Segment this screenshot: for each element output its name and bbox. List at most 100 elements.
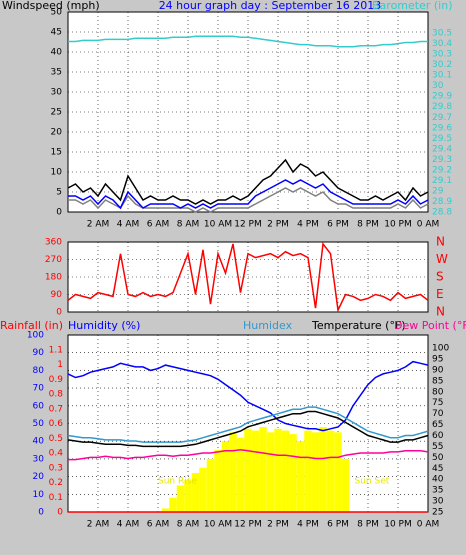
y-tick-label: 0 — [56, 208, 62, 218]
legend-label: Rainfall (in) — [0, 319, 63, 332]
legend-label: Humidex — [243, 319, 293, 332]
y2-tick-label: 85 — [432, 376, 443, 386]
y-tick-label: 90 — [51, 290, 63, 300]
y3-tick-label: 0.9 — [49, 375, 64, 385]
y2-tick-label: 65 — [432, 420, 443, 430]
x-tick-label: 8 PM — [357, 220, 379, 230]
y2-tick-label: 55 — [432, 442, 443, 452]
y-tick-label: 45 — [51, 28, 62, 38]
y2-tick-label: W — [436, 252, 448, 266]
x-tick-label: 12 PM — [234, 220, 262, 230]
y2-tick-label: 25 — [432, 508, 443, 518]
bar — [251, 430, 260, 512]
y-tick-label: 90 — [33, 348, 45, 358]
y-tick-label: 50 — [51, 8, 63, 18]
x-tick-label: 6 AM — [147, 220, 170, 230]
legend-label: Humidity (%) — [68, 319, 140, 332]
y2-tick-label: 29.2 — [432, 165, 452, 175]
x-tick-label: 4 AM — [117, 520, 140, 530]
y3-tick-label: 0.4 — [49, 449, 64, 459]
series-line — [67, 158, 429, 205]
bar — [334, 432, 342, 512]
x-tick-label: 2 PM — [267, 520, 289, 530]
y3-tick-label: 0 — [57, 508, 63, 518]
y2-tick-label: 29.4 — [432, 144, 452, 154]
y2-tick-label: 75 — [432, 398, 443, 408]
y3-tick-label: 0.3 — [49, 463, 63, 473]
y-tick-label: 50 — [33, 419, 45, 429]
y2-tick-label: 30.1 — [432, 71, 452, 81]
y3-tick-label: 1.1 — [49, 345, 63, 355]
y2-tick-label: 29.5 — [432, 134, 452, 144]
bar — [206, 458, 215, 512]
y-tick-label: 0 — [38, 508, 44, 518]
y2-tick-label: 30 — [432, 81, 444, 91]
bar — [289, 434, 297, 512]
series-line — [67, 241, 429, 313]
bar — [191, 473, 200, 512]
bar — [266, 432, 275, 512]
chart-title: 24 hour graph day : September 16 2013 — [159, 0, 382, 12]
bar — [311, 432, 320, 512]
bar — [161, 508, 170, 512]
y-tick-label: 30 — [51, 88, 63, 98]
annotation: Sun Set — [355, 477, 390, 487]
bar — [341, 458, 350, 512]
y2-tick-label: 30.3 — [432, 50, 452, 60]
x-tick-label: 6 AM — [147, 520, 170, 530]
bar — [274, 428, 282, 512]
y2-tick-label: 28.8 — [432, 208, 452, 218]
y2-tick-label: 29.6 — [432, 123, 452, 133]
y2-tick-label: 30.2 — [432, 60, 452, 70]
y-tick-label: 35 — [51, 68, 62, 78]
y-tick-label: 360 — [45, 238, 62, 248]
x-tick-label: 2 PM — [267, 220, 289, 230]
annotation: Sun Rise — [158, 477, 197, 487]
y-tick-label: 20 — [33, 472, 45, 482]
bar — [304, 430, 312, 512]
series-line — [68, 35, 428, 48]
y3-tick-label: 0.2 — [49, 478, 63, 488]
series-line — [68, 179, 429, 210]
y2-tick-label: 40 — [432, 475, 444, 485]
y-tick-label: 70 — [33, 384, 45, 394]
x-tick-label: 2 AM — [87, 220, 110, 230]
y3-tick-label: 0.8 — [49, 390, 64, 400]
x-tick-label: 12 PM — [234, 520, 262, 530]
bar — [199, 467, 207, 512]
x-tick-label: 6 PM — [327, 520, 349, 530]
y2-tick-label: 29.3 — [432, 155, 452, 165]
series-line — [68, 187, 429, 213]
y2-tick-label: 28.9 — [432, 197, 452, 207]
y3-tick-label: 0.7 — [49, 404, 63, 414]
y2-tick-label: 35 — [432, 486, 443, 496]
y2-tick-label: 70 — [432, 409, 444, 419]
y2-tick-label: 29.9 — [432, 92, 452, 102]
y2-tick-label: 50 — [432, 453, 444, 463]
y-tick-label: 5 — [56, 188, 62, 198]
bar — [244, 428, 252, 512]
y2-tick-label: E — [436, 287, 444, 301]
bar — [259, 427, 267, 512]
y-tick-label: 40 — [33, 437, 45, 447]
y2-tick-label: 100 — [432, 344, 449, 354]
y3-tick-label: 1 — [57, 360, 63, 370]
y-tick-label: 270 — [45, 255, 62, 265]
x-tick-label: 8 AM — [177, 220, 200, 230]
bar — [221, 441, 230, 512]
bar — [229, 432, 237, 512]
x-tick-label: 0 AM — [417, 220, 440, 230]
legend-label: Dew Point (°F) — [394, 319, 466, 332]
x-tick-label: 4 AM — [117, 220, 140, 230]
y2-tick-label: N — [436, 305, 445, 319]
y2-tick-label: 30.4 — [432, 39, 452, 49]
y2-tick-label: 30 — [432, 497, 444, 507]
x-tick-label: 2 AM — [87, 520, 110, 530]
y2-axis-label: Barometer (in) — [372, 0, 453, 12]
series-line — [67, 360, 429, 432]
y3-tick-label: 0.1 — [49, 493, 63, 503]
y-tick-label: 20 — [51, 128, 63, 138]
y2-tick-label: 30.5 — [432, 29, 452, 39]
